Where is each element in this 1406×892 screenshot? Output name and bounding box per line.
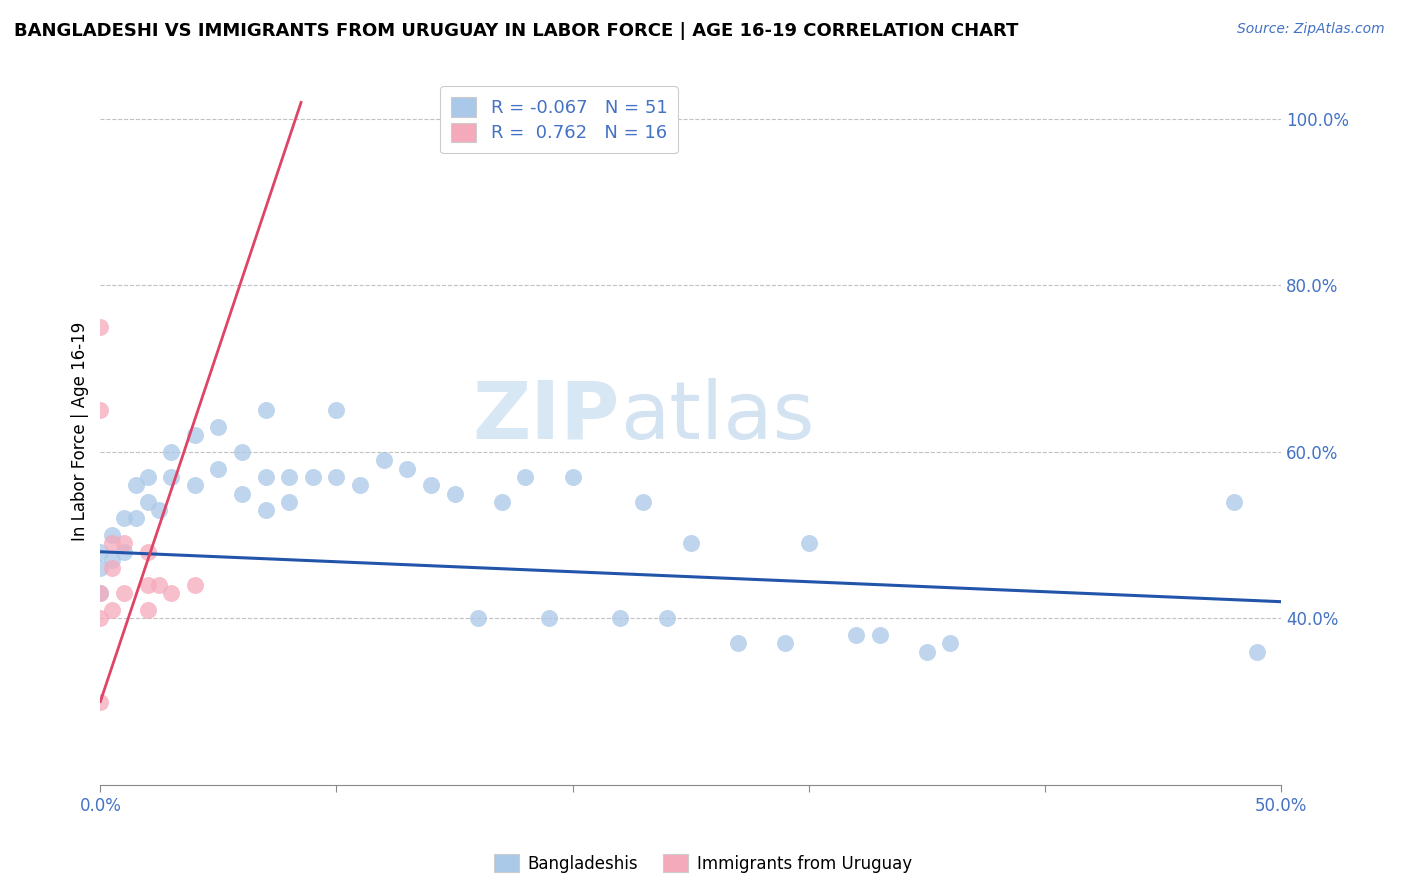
- Point: [915, 645, 938, 659]
- Text: BANGLADESHI VS IMMIGRANTS FROM URUGUAY IN LABOR FORCE | AGE 16-19 CORRELATION CH: BANGLADESHI VS IMMIGRANTS FROM URUGUAY I…: [14, 22, 1018, 40]
- Point: [278, 495, 301, 509]
- Point: [89, 320, 111, 334]
- Point: [633, 495, 655, 509]
- Point: [89, 561, 111, 575]
- Point: [797, 536, 820, 550]
- Point: [869, 628, 891, 642]
- Point: [679, 536, 702, 550]
- Point: [515, 470, 537, 484]
- Point: [254, 403, 277, 417]
- Point: [254, 470, 277, 484]
- Point: [373, 453, 395, 467]
- Text: Source: ZipAtlas.com: Source: ZipAtlas.com: [1237, 22, 1385, 37]
- Point: [184, 428, 207, 442]
- Point: [89, 611, 111, 625]
- Point: [1222, 495, 1244, 509]
- Point: [101, 536, 124, 550]
- Point: [655, 611, 678, 625]
- Point: [101, 603, 124, 617]
- Point: [325, 470, 347, 484]
- Point: [231, 445, 253, 459]
- Point: [467, 611, 489, 625]
- Point: [184, 478, 207, 492]
- Point: [396, 461, 419, 475]
- Point: [1246, 645, 1268, 659]
- Point: [112, 586, 135, 600]
- Point: [302, 470, 325, 484]
- Text: ZIP: ZIP: [472, 378, 620, 456]
- Point: [89, 586, 111, 600]
- Point: [101, 553, 124, 567]
- Legend: Bangladeshis, Immigrants from Uruguay: Bangladeshis, Immigrants from Uruguay: [488, 847, 918, 880]
- Point: [136, 578, 159, 592]
- Legend: R = -0.067   N = 51, R =  0.762   N = 16: R = -0.067 N = 51, R = 0.762 N = 16: [440, 87, 678, 153]
- Point: [136, 495, 159, 509]
- Point: [136, 470, 159, 484]
- Point: [148, 578, 170, 592]
- Point: [231, 486, 253, 500]
- Point: [419, 478, 441, 492]
- Point: [112, 511, 135, 525]
- Point: [112, 545, 135, 559]
- Point: [537, 611, 560, 625]
- Point: [443, 486, 465, 500]
- Point: [184, 578, 207, 592]
- Point: [561, 470, 583, 484]
- Point: [89, 586, 111, 600]
- Point: [160, 470, 183, 484]
- Point: [160, 586, 183, 600]
- Point: [491, 495, 513, 509]
- Point: [148, 503, 170, 517]
- Point: [160, 445, 183, 459]
- Point: [101, 561, 124, 575]
- Point: [125, 511, 148, 525]
- Y-axis label: In Labor Force | Age 16-19: In Labor Force | Age 16-19: [72, 321, 89, 541]
- Point: [325, 403, 347, 417]
- Point: [609, 611, 631, 625]
- Point: [254, 503, 277, 517]
- Text: atlas: atlas: [620, 378, 814, 456]
- Point: [89, 403, 111, 417]
- Point: [136, 545, 159, 559]
- Point: [349, 478, 371, 492]
- Point: [89, 545, 111, 559]
- Point: [112, 536, 135, 550]
- Point: [207, 420, 229, 434]
- Point: [278, 470, 301, 484]
- Point: [207, 461, 229, 475]
- Point: [101, 528, 124, 542]
- Point: [939, 636, 962, 650]
- Point: [773, 636, 796, 650]
- Point: [125, 478, 148, 492]
- Point: [845, 628, 868, 642]
- Point: [89, 694, 111, 708]
- Point: [136, 603, 159, 617]
- Point: [727, 636, 749, 650]
